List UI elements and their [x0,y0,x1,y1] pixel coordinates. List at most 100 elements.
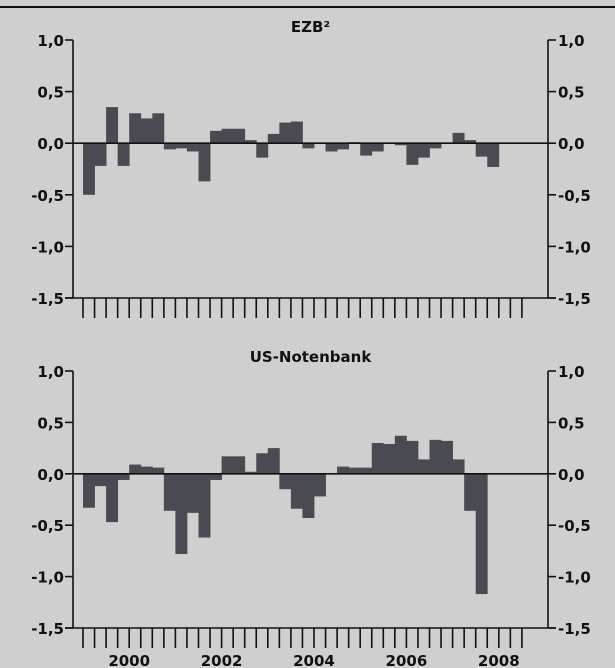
bar [302,473,315,519]
bar [348,467,361,474]
y-tick-label-left: 0,0 [37,466,64,484]
bar [452,459,465,474]
bar [464,140,477,144]
bar [325,143,338,152]
bar [256,143,269,158]
y-tick-label-left: -1,5 [31,290,64,308]
y-tick-label-left: 1,0 [37,363,64,381]
bar [140,118,153,144]
bar [302,143,315,149]
bar [464,473,477,511]
bar [198,473,211,538]
bar [221,128,234,144]
bar [129,113,142,144]
y-tick-label-right: 0,5 [558,414,585,432]
ezb-panel: EZB² -1,5 -1,5 -1,0 -1,0 -0,5 -0,5 0,0 0,0 0,5 0,5… [31,18,591,318]
y-tick-label-right: -0,5 [558,187,591,205]
x-tick-label: 2000 [108,652,150,668]
panel-title: EZB² [291,18,330,36]
bar [360,467,373,474]
bar [487,143,500,167]
bar [290,473,303,509]
bar [163,473,176,511]
bar [314,473,326,497]
x-tick-label: 2008 [478,652,520,668]
y-tick-label-left: 1,0 [37,32,64,50]
bar [337,466,350,474]
bar [106,473,119,523]
bar [117,473,130,480]
bar [186,473,199,513]
x-tick-label: 2004 [293,652,335,668]
y-tick-label-left: 0,5 [37,414,64,432]
y-tick-label-right: 0,0 [558,135,585,153]
bar [163,143,176,150]
x-tick-label: 2002 [201,652,243,668]
y-tick-label-left: 0,0 [37,135,64,153]
us-notenbank-panel: US-Notenbank -1,5 -1,5 -1,0 -1,0 -0,5 -0,5 0,0 0… [31,348,591,668]
y-tick-label-left: -0,5 [31,187,64,205]
bar [233,456,246,474]
bar [221,456,234,474]
bar [371,143,384,152]
bar [256,453,269,474]
bar [83,143,95,195]
y-tick-label-right: -1,0 [558,238,591,256]
y-tick-label-left: -1,0 [31,238,64,256]
bar [290,121,303,144]
bar [429,439,442,474]
bar [452,132,465,144]
bar [129,464,142,474]
bar [117,143,130,166]
bar [371,442,384,474]
y-tick-label-left: -1,0 [31,569,64,587]
bar [406,143,419,165]
bar [267,133,280,144]
y-tick-label-right: -1,5 [558,620,591,638]
y-tick-label-left: 0,5 [37,84,64,102]
bar [417,143,430,158]
bar [267,448,280,474]
y-tick-label-right: -1,0 [558,569,591,587]
x-tick-label: 2006 [386,652,428,668]
y-tick-label-right: 1,0 [558,363,585,381]
bar [429,143,442,149]
panel-title: US-Notenbank [250,348,373,366]
bar [417,459,430,474]
bar [475,143,488,157]
y-tick-label-right: 1,0 [558,32,585,50]
bar [383,443,396,474]
bar [244,140,257,144]
y-tick-label-right: 0,0 [558,466,585,484]
bar [152,113,165,144]
bar [83,473,95,508]
bar [394,143,407,146]
bar [94,473,107,487]
bar [394,435,407,474]
y-tick-label-left: -0,5 [31,517,64,535]
y-tick-label-left: -1,5 [31,620,64,638]
bar [441,440,453,474]
bar [106,107,119,144]
y-tick-label-right: -1,5 [558,290,591,308]
bar [233,128,246,144]
bar [140,466,153,474]
bar [186,143,199,152]
bar [475,473,488,595]
bar [152,467,165,474]
bar [175,143,188,149]
bar [360,143,373,156]
bar [406,440,419,474]
bar [337,143,350,150]
bar [210,473,222,480]
bar [279,122,292,144]
bar [198,143,211,182]
bar [244,471,257,474]
y-tick-label-right: 0,5 [558,84,585,102]
y-tick-label-right: -0,5 [558,517,591,535]
bar [94,143,107,166]
bar [210,130,222,144]
bar [279,473,292,490]
bar [175,473,188,554]
